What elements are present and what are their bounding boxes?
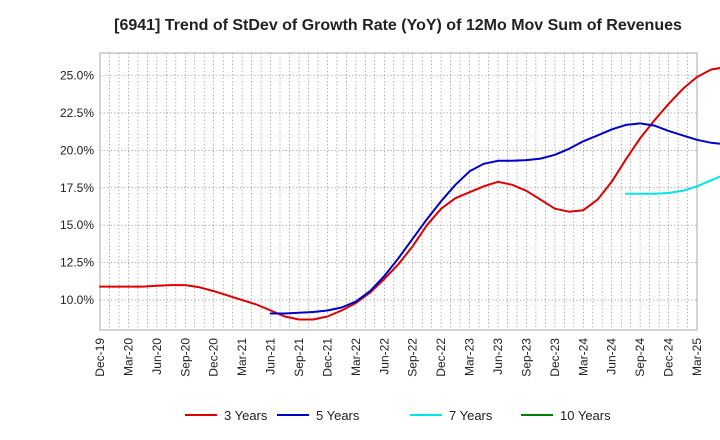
- series-line-3-years: [99, 67, 720, 321]
- x-tick-label: Mar-23: [463, 338, 477, 376]
- x-tick-label: Jun-23: [491, 338, 505, 375]
- x-tick-label: Jun-24: [605, 338, 619, 375]
- legend-label: 3 Years: [224, 408, 268, 423]
- x-tick-label: Mar-21: [235, 338, 249, 376]
- x-tick-label: Dec-19: [93, 338, 107, 377]
- series-line-5-years: [269, 122, 720, 315]
- x-tick-label: Sep-23: [519, 338, 533, 377]
- x-tick-label: Sep-24: [633, 338, 647, 377]
- series-group: [99, 67, 720, 321]
- y-tick-label: 20.0%: [60, 143, 94, 157]
- x-tick-label: Mar-22: [349, 338, 363, 376]
- legend-label: 7 Years: [449, 408, 493, 423]
- x-tick-label: Jun-22: [377, 338, 391, 375]
- legend: 3 Years 5 Years 7 Years 10 Years: [185, 408, 611, 423]
- x-tick-label: Dec-22: [434, 338, 448, 377]
- x-tick-label: Jun-21: [264, 338, 278, 375]
- x-tick-label: Dec-23: [548, 338, 562, 377]
- y-tick-label: 17.5%: [60, 181, 94, 195]
- grid: [100, 53, 697, 330]
- x-tick-label: Sep-20: [178, 338, 192, 377]
- y-tick-label: 25.0%: [60, 69, 94, 83]
- x-axis: Dec-19 Mar-20 Jun-20 Sep-20 Dec-20 Mar-21 Jun-…: [93, 338, 704, 377]
- chart-title: [6941] Trend of StDev of Growth Rate (Yo…: [114, 17, 682, 34]
- x-tick-label: Sep-21: [292, 338, 306, 377]
- legend-label: 5 Years: [316, 408, 360, 423]
- x-tick-label: Mar-25: [690, 338, 704, 376]
- x-tick-label: Dec-21: [320, 338, 334, 377]
- x-tick-label: Jun-20: [150, 338, 164, 375]
- x-tick-label: Sep-22: [406, 338, 420, 377]
- y-tick-label: 10.0%: [60, 293, 94, 307]
- series-line-7-years: [624, 175, 720, 195]
- legend-label: 10 Years: [560, 408, 611, 423]
- x-tick-label: Mar-20: [121, 338, 135, 376]
- y-axis: 10.0% 12.5% 15.0% 17.5% 20.0% 22.5% 25.0%: [60, 69, 94, 308]
- plot-area: [99, 52, 698, 331]
- x-tick-label: Dec-20: [207, 338, 221, 377]
- x-tick-label: Mar-24: [576, 338, 590, 376]
- x-tick-label: Dec-24: [662, 338, 676, 377]
- y-tick-label: 12.5%: [60, 256, 94, 270]
- y-tick-label: 15.0%: [60, 218, 94, 232]
- y-tick-label: 22.5%: [60, 106, 94, 120]
